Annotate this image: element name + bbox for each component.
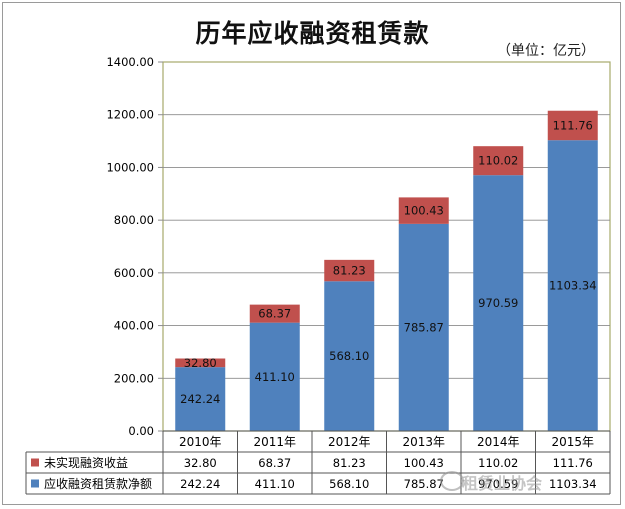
x-category-label: 2012年 — [328, 435, 371, 449]
bar-unrealized-income — [249, 304, 300, 323]
data-label-net: 242.24 — [180, 392, 220, 406]
data-label-unrealized: 68.37 — [258, 307, 291, 321]
table-cell-value: 111.76 — [553, 456, 593, 470]
table-cell-value: 32.80 — [184, 456, 217, 470]
bar-unrealized-income — [473, 146, 524, 176]
x-category-label: 2010年 — [179, 435, 222, 449]
y-tick-label: 1400.00 — [106, 55, 154, 69]
y-tick-label: 400.00 — [114, 319, 154, 333]
bar-net-receivable — [175, 367, 226, 431]
data-label-net: 1103.34 — [549, 279, 597, 293]
x-category-label: 2011年 — [253, 435, 296, 449]
table-cell-value: 1103.34 — [549, 477, 597, 491]
y-tick-label: 600.00 — [114, 266, 154, 280]
y-tick-label: 200.00 — [114, 371, 154, 385]
y-tick-label: 0.00 — [128, 424, 154, 438]
x-category-label: 2015年 — [551, 435, 594, 449]
table-cell-value: 100.43 — [404, 456, 444, 470]
bar-net-receivable — [398, 223, 449, 431]
legend-swatch — [31, 458, 39, 467]
x-category-label: 2013年 — [402, 435, 445, 449]
data-label-unrealized: 32.80 — [184, 356, 217, 370]
x-category-label: 2014年 — [477, 435, 520, 449]
y-tick-label: 800.00 — [114, 213, 154, 227]
table-cell-value: 970.59 — [478, 477, 518, 491]
table-cell-value: 785.87 — [404, 477, 444, 491]
bar-net-receivable — [249, 322, 300, 431]
plot-area — [162, 61, 611, 432]
bar-net-receivable — [473, 175, 524, 431]
bar-unrealized-income — [547, 110, 598, 141]
watermark: 租赁业协会 — [462, 474, 543, 493]
y-tick-label: 1000.00 — [106, 160, 154, 174]
data-label-net: 568.10 — [329, 349, 369, 363]
legend-swatch — [31, 479, 39, 488]
y-tick-label: 1200.00 — [106, 108, 154, 122]
wechat-icon — [440, 471, 464, 491]
unit-label: （单位：亿元） — [497, 43, 595, 59]
data-label-net: 785.87 — [404, 320, 444, 334]
data-label-net: 411.10 — [255, 370, 295, 384]
table-cell-value: 110.02 — [478, 456, 518, 470]
table-cell-value: 411.10 — [255, 477, 295, 491]
data-label-unrealized: 111.76 — [553, 118, 593, 132]
bar-unrealized-income — [175, 358, 226, 368]
bar-net-receivable — [324, 281, 375, 431]
table-cell-value: 568.10 — [329, 477, 369, 491]
data-label-unrealized: 100.43 — [404, 204, 444, 218]
data-label-unrealized: 110.02 — [478, 154, 518, 168]
table-cell-value: 242.24 — [180, 477, 220, 491]
data-label-net: 970.59 — [478, 296, 518, 310]
table-cell-value: 81.23 — [333, 456, 366, 470]
bar-unrealized-income — [324, 259, 375, 282]
bar-unrealized-income — [398, 197, 449, 224]
chart-title: 历年应收融资租赁款 — [195, 19, 430, 48]
legend-label: 应收融资租赁款净额 — [44, 476, 152, 491]
legend-label: 未实现融资收益 — [44, 455, 128, 470]
table-cell-value: 68.37 — [258, 456, 291, 470]
data-label-unrealized: 81.23 — [333, 264, 366, 278]
bar-net-receivable — [547, 140, 598, 431]
